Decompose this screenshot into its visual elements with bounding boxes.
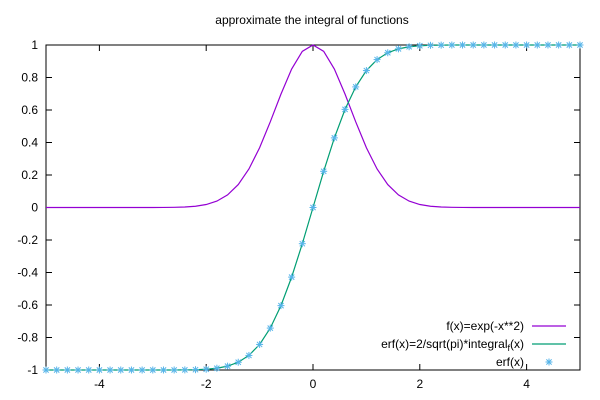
data-point xyxy=(234,358,242,366)
data-point xyxy=(352,83,360,91)
data-point xyxy=(127,366,135,374)
x-tick-label: -2 xyxy=(201,377,212,391)
data-point xyxy=(437,41,445,49)
legend-label-2: erf(x) xyxy=(496,355,524,369)
data-point xyxy=(459,41,467,49)
series-layer xyxy=(42,41,584,374)
data-point xyxy=(245,351,253,359)
data-point xyxy=(192,366,200,374)
data-point xyxy=(202,365,210,373)
chart-title: approximate the integral of functions xyxy=(215,13,408,27)
x-tick-label: 0 xyxy=(310,377,317,391)
data-point xyxy=(53,366,61,374)
data-point xyxy=(330,134,338,142)
data-point xyxy=(256,340,264,348)
data-point xyxy=(373,56,381,64)
data-point xyxy=(181,366,189,374)
data-point xyxy=(266,324,274,332)
data-point xyxy=(405,43,413,51)
y-tick-label: -0.8 xyxy=(17,331,38,345)
data-point xyxy=(501,41,509,49)
data-point xyxy=(426,41,434,49)
x-tick-label: 2 xyxy=(416,377,423,391)
data-point xyxy=(149,366,157,374)
axes: -4 -2 0 2 4 -1 -0.8 -0.6 -0.4 -0.2 0 0.2 0.4 0.6 0.8 1 xyxy=(17,38,580,391)
data-point xyxy=(416,42,424,50)
y-tick-label: -1 xyxy=(27,363,38,377)
series-line-0 xyxy=(46,44,580,209)
data-point xyxy=(320,167,328,175)
y-tick-label: 0.8 xyxy=(21,71,38,85)
data-point xyxy=(448,41,456,49)
data-point xyxy=(362,67,370,75)
data-point xyxy=(480,41,488,49)
legend: f(x)=exp(-x**2) erf(x)=2/sqrt(pi)*integra… xyxy=(381,319,566,369)
data-point xyxy=(224,362,232,370)
data-point xyxy=(298,240,306,248)
y-tick-label: 0.4 xyxy=(21,136,38,150)
y-tick-label: 0.6 xyxy=(21,103,38,117)
data-point xyxy=(533,41,541,49)
y-tick-label: 0 xyxy=(31,201,38,215)
data-point xyxy=(309,204,317,211)
x-tick-label: 4 xyxy=(523,377,530,391)
data-point xyxy=(159,366,167,374)
data-point xyxy=(523,41,531,49)
data-point xyxy=(341,105,349,113)
data-point xyxy=(117,366,125,374)
data-point xyxy=(491,41,499,49)
data-point xyxy=(85,366,93,374)
data-point xyxy=(288,273,296,281)
legend-label-1: erf(x)=2/sqrt(pi)*integralf(x) xyxy=(381,337,524,353)
data-point xyxy=(384,49,392,57)
data-point xyxy=(213,364,221,372)
data-point xyxy=(394,45,402,53)
data-point xyxy=(512,41,520,49)
data-point xyxy=(74,366,82,374)
data-point xyxy=(106,366,114,374)
y-tick-label: -0.2 xyxy=(17,233,38,247)
data-point xyxy=(95,366,103,374)
y-tick-label: 0.2 xyxy=(21,168,38,182)
data-point xyxy=(138,366,146,374)
data-point xyxy=(42,366,50,374)
y-tick-label: 1 xyxy=(31,38,38,52)
data-point xyxy=(277,302,285,310)
data-point xyxy=(555,41,563,49)
data-point xyxy=(576,41,584,49)
y-tick-label: -0.6 xyxy=(17,298,38,312)
data-point xyxy=(469,41,477,49)
legend-label-0: f(x)=exp(-x**2) xyxy=(446,319,524,333)
data-point xyxy=(544,41,552,49)
legend-sample-2 xyxy=(545,358,553,366)
x-tick-label: -4 xyxy=(94,377,105,391)
y-tick-label: -0.4 xyxy=(17,266,38,280)
data-point xyxy=(170,366,178,374)
data-point xyxy=(565,41,573,49)
data-point xyxy=(63,366,71,374)
